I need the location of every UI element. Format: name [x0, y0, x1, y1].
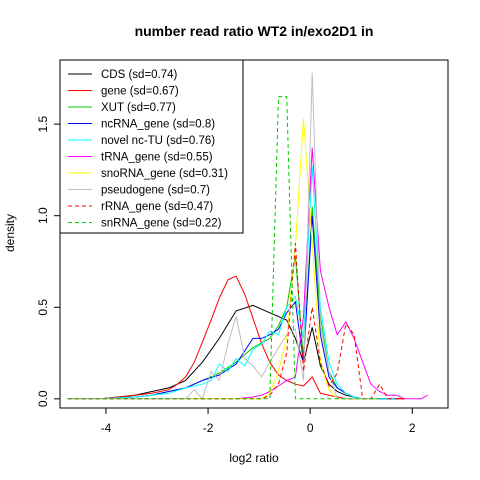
x-tick-label: 2: [409, 421, 416, 435]
series-line-8: [67, 243, 405, 400]
legend-label: XUT (sd=0.77): [101, 102, 176, 114]
series-line-2: [67, 206, 397, 400]
legend-label: CDS (sd=0.74): [101, 69, 178, 81]
y-tick-label: 1.0: [36, 207, 50, 224]
series-line-7: [67, 72, 380, 400]
series-line-5: [67, 147, 428, 400]
legend-box: [59, 59, 244, 234]
series-line-0: [67, 304, 405, 400]
y-tick-label: 1.5: [36, 115, 50, 132]
legend-label: snRNA_gene (sd=0.22): [101, 218, 222, 230]
legend-label: pseudogene (sd=0.7): [101, 185, 210, 197]
series-line-9: [67, 96, 380, 400]
series-line-3: [67, 215, 397, 400]
legend-label: gene (sd=0.67): [101, 86, 179, 98]
x-axis-label: log2 ratio: [229, 451, 279, 465]
plot-frame: [59, 59, 449, 409]
legend-label: rRNA_gene (sd=0.47): [101, 201, 213, 213]
y-axis-label: density: [3, 214, 17, 252]
chart-title: number read ratio WT2 in/exo2D1 in: [135, 23, 374, 39]
legend-label: novel nc-TU (sd=0.76): [101, 135, 215, 147]
y-tick-label: 0.5: [36, 299, 50, 316]
series-line-4: [67, 166, 397, 400]
x-tick-label: -4: [101, 421, 112, 435]
x-tick-label: 0: [307, 421, 314, 435]
plot-area: -4 -2 0 2 0.0 0.5 1.0 1.5 CDS (sd=0.74) gene (sd=…: [36, 59, 449, 435]
legend-label: ncRNA_gene (sd=0.8): [101, 119, 215, 131]
x-tick-label: -2: [203, 421, 214, 435]
legend-label: tRNA_gene (sd=0.55): [101, 152, 213, 164]
y-tick-label: 0.0: [36, 390, 50, 407]
legend-label: snoRNA_gene (sd=0.31): [101, 168, 228, 180]
